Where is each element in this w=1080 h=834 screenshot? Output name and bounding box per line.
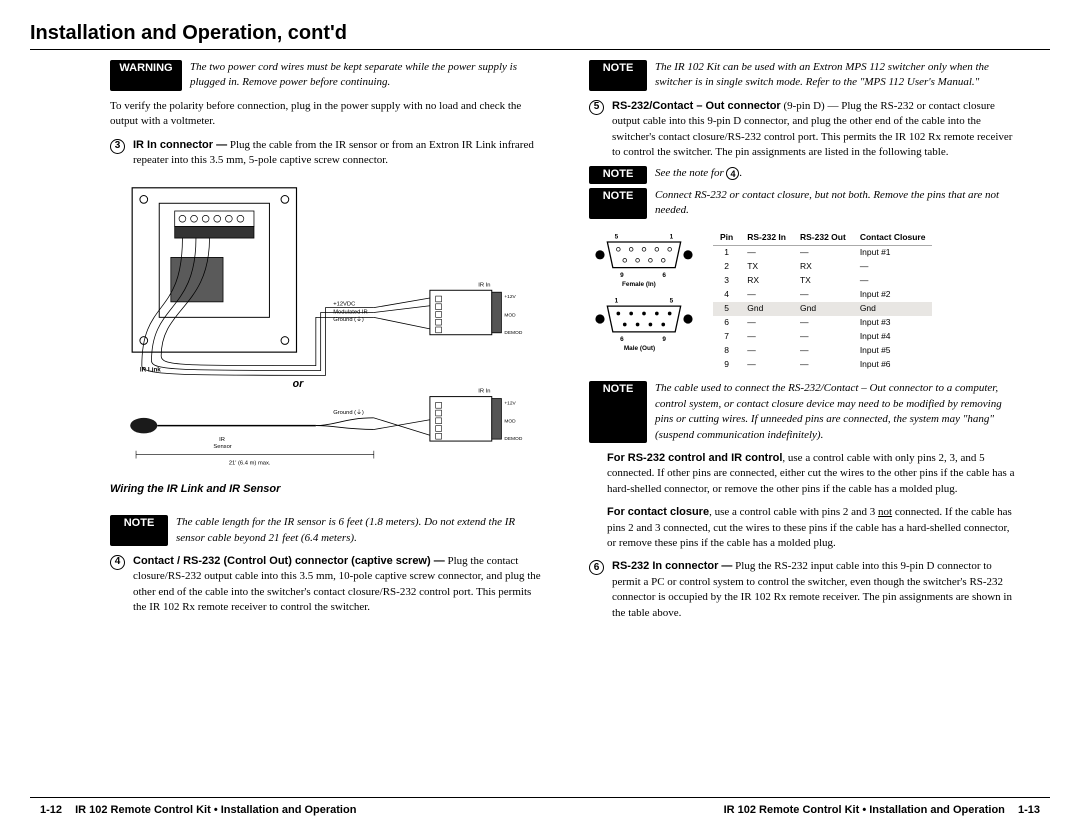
- wiring-svg: IR Link +12VDC Modulated IR Ground (⏚): [110, 182, 541, 472]
- page-footer: 1-12 IR 102 Remote Control Kit • Install…: [30, 798, 1050, 816]
- lbl-gnd: Ground (⏚): [333, 317, 364, 324]
- table-row: 4——Input #2: [713, 288, 932, 302]
- pin-table-header: RS-232 Out: [793, 231, 853, 246]
- left-column: WARNING The two power cord wires must be…: [30, 60, 541, 791]
- lbl-demod: DEMOD: [504, 330, 522, 336]
- table-row: 6——Input #3: [713, 316, 932, 330]
- svg-text:5: 5: [615, 233, 619, 240]
- lbl-irintop: IR In: [478, 283, 490, 289]
- title-rule: [30, 49, 1050, 50]
- item-6: 6 RS-232 In connector — Plug the RS-232 …: [589, 559, 1020, 621]
- note-badge: NOTE: [589, 60, 647, 91]
- footer-right: IR 102 Remote Control Kit • Installation…: [724, 804, 1050, 816]
- note-connect-not-both: NOTE Connect RS-232 or contact closure, …: [589, 188, 1020, 219]
- svg-text:+12V: +12V: [504, 401, 516, 407]
- svg-text:Male (Out): Male (Out): [624, 345, 655, 352]
- svg-text:MOD: MOD: [504, 419, 516, 425]
- lbl-irinbot: IR In: [478, 389, 490, 395]
- table-row: 9——Input #6: [713, 358, 932, 372]
- wiring-figure: IR Link +12VDC Modulated IR Ground (⏚): [110, 182, 541, 505]
- page-title: Installation and Operation, cont'd: [30, 22, 1050, 45]
- captive-plug-bottom: IR In +12V MOD DEMOD: [374, 389, 523, 442]
- note-ir-length: NOTE The cable length for the IR sensor …: [110, 515, 541, 546]
- note-badge: NOTE: [589, 188, 647, 219]
- table-row: 5GndGndGnd: [713, 302, 932, 316]
- note-text: The cable length for the IR sensor is 6 …: [176, 515, 541, 546]
- svg-text:6: 6: [620, 336, 624, 343]
- note-badge: NOTE: [589, 166, 647, 183]
- pin-table-header: Contact Closure: [853, 231, 933, 246]
- svg-text:DEMOD: DEMOD: [504, 436, 522, 442]
- item-4-text: Contact / RS-232 (Control Out) connector…: [133, 554, 541, 616]
- pin-table-header: RS-232 In: [740, 231, 793, 246]
- svg-text:Female (In): Female (In): [622, 281, 656, 288]
- verify-paragraph: To verify the polarity before connection…: [110, 99, 541, 130]
- item-4: 4 Contact / RS-232 (Control Out) connect…: [110, 554, 541, 616]
- right-column: NOTE The IR 102 Kit can be used with an …: [589, 60, 1050, 791]
- circled-5: 5: [589, 100, 604, 115]
- note-text: See the note for 4.: [655, 166, 1020, 183]
- note-badge: NOTE: [589, 381, 647, 443]
- svg-text:1: 1: [670, 233, 674, 240]
- lbl-mod: MOD: [504, 313, 516, 319]
- circled-4-inline: 4: [726, 167, 739, 180]
- note-mps112: NOTE The IR 102 Kit can be used with an …: [589, 60, 1020, 91]
- svg-text:5: 5: [670, 297, 674, 304]
- db9-pinout-block: 5 1 9 6 Female (In): [589, 231, 1020, 372]
- pin-assignment-table: PinRS-232 InRS-232 OutContact Closure 1—…: [713, 231, 932, 372]
- circled-6: 6: [589, 560, 604, 575]
- para-rs232: For RS-232 control and IR control, use a…: [607, 451, 1020, 497]
- item-3-text: IR In connector — Plug the cable from th…: [133, 138, 541, 169]
- note-see-4: NOTE See the note for 4.: [589, 166, 1020, 183]
- svg-text:9: 9: [662, 336, 666, 343]
- ir-sensor-diagram: Ground (⏚) IR Sensor 21' (6.4 m) max.: [130, 409, 374, 466]
- svg-text:Sensor: Sensor: [213, 444, 231, 450]
- svg-text:9: 9: [620, 271, 624, 278]
- warning-text: The two power cord wires must be kept se…: [190, 60, 541, 91]
- db9-female: 5 1 9 6 Female (In): [595, 233, 692, 288]
- or-label: or: [293, 378, 304, 390]
- manual-page: Installation and Operation, cont'd WARNI…: [0, 0, 1080, 834]
- table-row: 3RXTX—: [713, 274, 932, 288]
- para-contact-closure: For contact closure, use a control cable…: [607, 505, 1020, 551]
- warning-badge: WARNING: [110, 60, 182, 91]
- svg-text:6: 6: [662, 271, 666, 278]
- lbl-p12: +12V: [504, 294, 516, 300]
- captive-plug-top: IR In +12V MOD DEMOD: [374, 283, 523, 336]
- lbl-gnd2: Ground (⏚): [333, 409, 364, 416]
- two-column-layout: WARNING The two power cord wires must be…: [30, 60, 1050, 791]
- note-text: The IR 102 Kit can be used with an Extro…: [655, 60, 1020, 91]
- db9-svg: 5 1 9 6 Female (In): [589, 231, 699, 359]
- table-row: 7——Input #4: [713, 330, 932, 344]
- note-badge: NOTE: [110, 515, 168, 546]
- circled-4: 4: [110, 555, 125, 570]
- table-row: 8——Input #5: [713, 344, 932, 358]
- note-text: Connect RS-232 or contact closure, but n…: [655, 188, 1020, 219]
- warning-callout: WARNING The two power cord wires must be…: [110, 60, 541, 91]
- pin-table-header: Pin: [713, 231, 740, 246]
- table-row: 2TXRX—: [713, 260, 932, 274]
- svg-text:1: 1: [615, 297, 619, 304]
- db9-male: 1 5 6 9 Male (Out): [595, 297, 692, 352]
- figure-caption: Wiring the IR Link and IR Sensor: [110, 482, 541, 497]
- circled-3: 3: [110, 139, 125, 154]
- item-3: 3 IR In connector — Plug the cable from …: [110, 138, 541, 169]
- item-5: 5 RS-232/Contact – Out connector (9-pin …: [589, 99, 1020, 161]
- lbl-modir: Modulated IR: [333, 310, 367, 316]
- note-text: The cable used to connect the RS-232/Con…: [655, 381, 1020, 443]
- lbl-irsensor: IR: [219, 437, 225, 443]
- lbl-12v: +12VDC: [333, 302, 355, 308]
- lbl-maxlen: 21' (6.4 m) max.: [229, 461, 271, 467]
- table-row: 1——Input #1: [713, 246, 932, 260]
- note-cable-modify: NOTE The cable used to connect the RS-23…: [589, 381, 1020, 443]
- item-5-text: RS-232/Contact – Out connector (9-pin D)…: [612, 99, 1020, 161]
- item-6-text: RS-232 In connector — Plug the RS-232 in…: [612, 559, 1020, 621]
- footer-left: 1-12 IR 102 Remote Control Kit • Install…: [30, 804, 356, 816]
